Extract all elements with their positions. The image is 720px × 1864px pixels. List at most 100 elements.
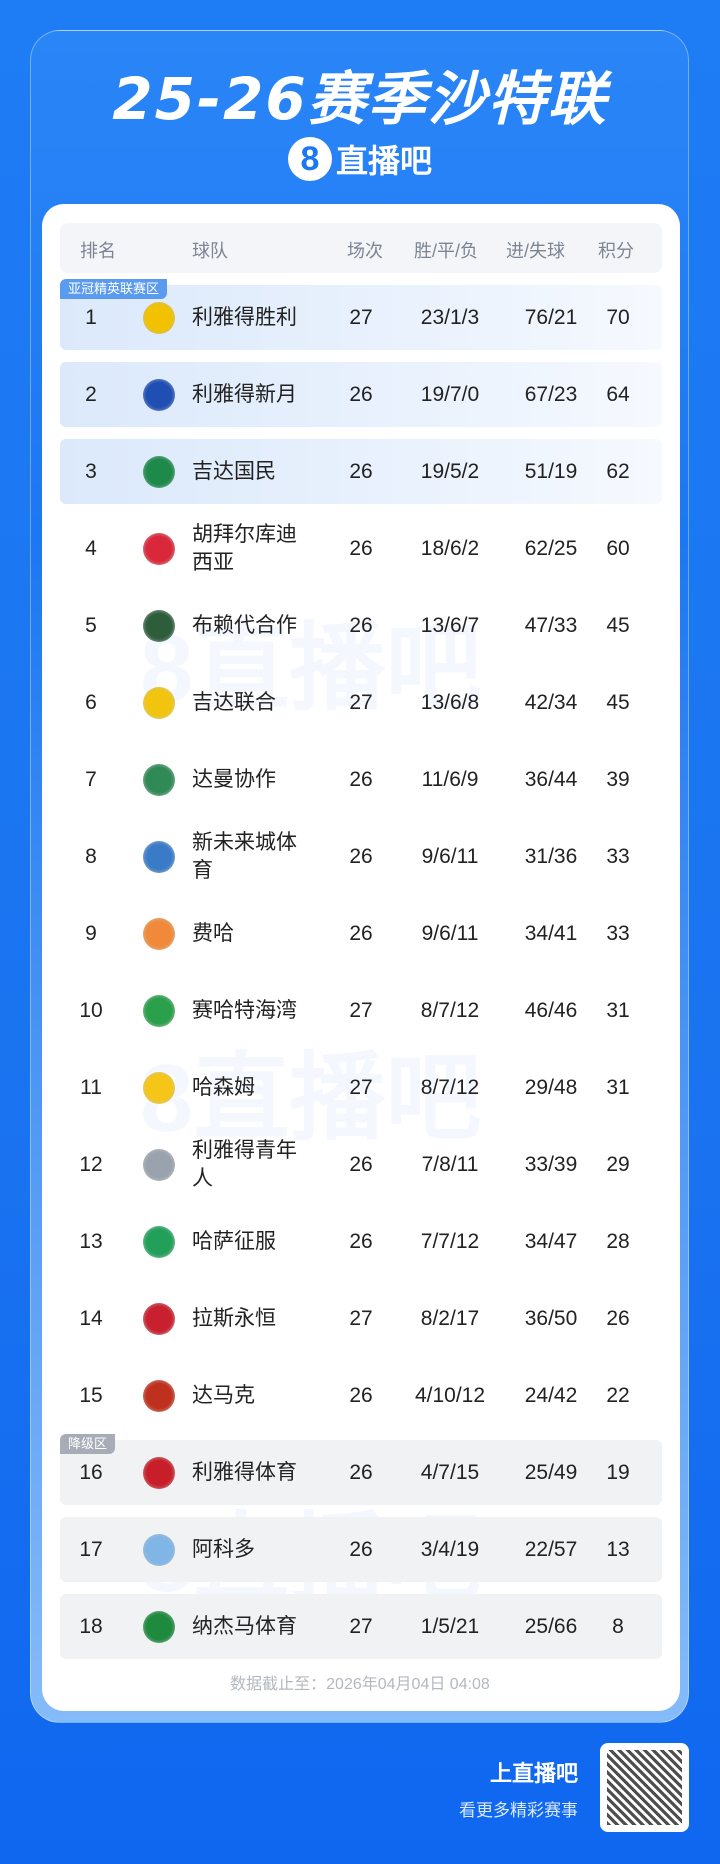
team-name: 拉斯永恒 [192,1306,276,1330]
cell-played: 27 [349,1614,373,1638]
team-name: 费哈 [192,921,234,945]
table-row[interactable]: 11 27 8/7/12 29/48 31 哈森姆 [60,1055,662,1120]
qr-code[interactable] [600,1743,689,1832]
cell-goals: 46/46 [524,998,578,1022]
cell-pts: 60 [606,536,630,560]
team-logo-icon [143,1149,175,1181]
cell-rank: 4 [85,536,97,560]
cell-pts: 8 [612,1614,624,1638]
team-name: 纳杰马体育 [192,1614,297,1638]
cell-played: 26 [349,1537,373,1561]
cell-wdl: 19/7/0 [420,382,480,406]
cell-wdl: 7/7/12 [420,1229,480,1253]
cell-wdl: 4/7/15 [420,1460,480,1484]
team-name: 利雅得体育 [192,1460,297,1484]
cell-rank: 18 [79,1614,103,1638]
team-name: 利雅得胜利 [192,305,297,329]
cell-played: 27 [349,690,373,714]
table-row[interactable]: 亚冠精英联赛区 1 27 23/1/3 76/21 70 利雅得胜利 [60,279,662,350]
table-row[interactable]: 13 26 7/7/12 34/47 28 哈萨征服 [60,1209,662,1274]
table-row[interactable]: 3 26 19/5/2 51/19 62 吉达国民 [60,439,662,504]
team-logo-icon [143,764,175,796]
col-played: 场次 [347,241,383,261]
cell-wdl: 18/6/2 [420,536,480,560]
cell-played: 26 [349,536,373,560]
cell-goals: 25/66 [524,1614,578,1638]
table-row[interactable]: 14 27 8/2/17 36/50 26 拉斯永恒 [60,1286,662,1351]
cell-pts: 39 [606,767,630,791]
cell-pts: 33 [606,921,630,945]
cell-rank: 5 [85,613,97,637]
cell-goals: 36/50 [524,1306,578,1330]
cell-wdl: 4/10/12 [414,1383,486,1407]
table-row[interactable]: 15 26 4/10/12 24/42 22 达马克 [60,1363,662,1428]
cell-rank: 3 [85,459,97,483]
cell-goals: 51/19 [524,459,578,483]
team-logo-icon [143,1611,175,1643]
cell-rank: 11 [80,1075,102,1099]
cell-played: 26 [349,767,373,791]
cell-goals: 29/48 [524,1075,578,1099]
team-logo-icon [143,1534,175,1566]
cell-played: 27 [349,998,373,1022]
cell-rank: 1 [85,305,97,329]
cell-rank: 9 [85,921,97,945]
cell-goals: 36/44 [524,767,578,791]
team-name: 胡拜尔库迪西亚 [192,522,297,574]
table-row[interactable]: 2 26 19/7/0 67/23 64 利雅得新月 [60,362,662,427]
team-logo-icon [143,1380,175,1412]
table-row[interactable]: 6 27 13/6/8 42/34 45 吉达联合 [60,670,662,735]
cell-played: 26 [349,1383,373,1407]
team-name: 达马克 [192,1383,255,1407]
table-row[interactable]: 8 26 9/6/11 31/36 33 新未来城体育 [60,824,662,889]
table-row[interactable]: 5 26 13/6/7 47/33 45 布赖代合作 [60,593,662,658]
cell-played: 26 [349,921,373,945]
cell-pts: 28 [606,1229,630,1253]
cell-goals: 67/23 [524,382,578,406]
cell-pts: 33 [606,844,630,868]
team-name: 达曼协作 [192,767,276,791]
table-row[interactable]: 4 26 18/6/2 62/25 60 胡拜尔库迪西亚 [60,516,662,581]
cell-pts: 31 [606,998,630,1022]
cell-played: 26 [349,382,373,406]
team-name: 阿科多 [192,1537,255,1561]
updated-time: 数据截止至：2026年04月04日 04:08 [230,1676,490,1693]
cta-subtitle: 看更多精彩赛事 [459,1801,578,1820]
cell-pts: 62 [606,459,630,483]
team-name: 新未来城体育 [192,830,297,882]
cell-pts: 13 [606,1537,630,1561]
table-row[interactable]: 10 27 8/7/12 46/46 31 赛哈特海湾 [60,978,662,1043]
cell-rank: 7 [85,767,97,791]
table-row[interactable]: 18 27 1/5/21 25/66 8 纳杰马体育 [60,1594,662,1659]
cell-played: 26 [349,1152,373,1176]
team-logo-icon [143,995,175,1027]
team-name: 哈萨征服 [192,1229,276,1253]
table-row[interactable]: 7 26 11/6/9 36/44 39 达曼协作 [60,747,662,812]
cell-played: 26 [349,459,373,483]
cell-goals: 31/36 [524,844,578,868]
table-row[interactable]: 降级区 16 26 4/7/15 25/49 19 利雅得体育 [60,1434,662,1505]
cell-rank: 14 [79,1306,103,1330]
cta: 上直播吧 看更多精彩赛事 [459,1756,578,1821]
cell-pts: 45 [606,690,630,714]
col-rank: 排名 [80,241,116,261]
cell-wdl: 19/5/2 [420,459,480,483]
team-logo-icon [143,687,175,719]
cell-wdl: 9/6/11 [421,921,479,945]
cell-goals: 22/57 [524,1537,578,1561]
brand-eight-icon: 8 [287,137,332,181]
cell-rank: 6 [85,690,97,714]
cell-played: 27 [349,305,373,329]
cell-goals: 47/33 [524,613,578,637]
cell-played: 26 [349,1229,373,1253]
team-logo-icon [143,379,175,411]
team-name: 哈森姆 [192,1075,255,1099]
team-name: 利雅得青年人 [192,1138,297,1190]
cell-rank: 12 [79,1152,103,1176]
team-logo-icon [143,1303,175,1335]
cta-title: 上直播吧 [489,1761,578,1786]
col-team: 球队 [192,241,228,261]
table-row[interactable]: 17 26 3/4/19 22/57 13 阿科多 [60,1517,662,1582]
table-row[interactable]: 12 26 7/8/11 33/39 29 利雅得青年人 [60,1132,662,1197]
table-row[interactable]: 9 26 9/6/11 34/41 33 费哈 [60,901,662,966]
